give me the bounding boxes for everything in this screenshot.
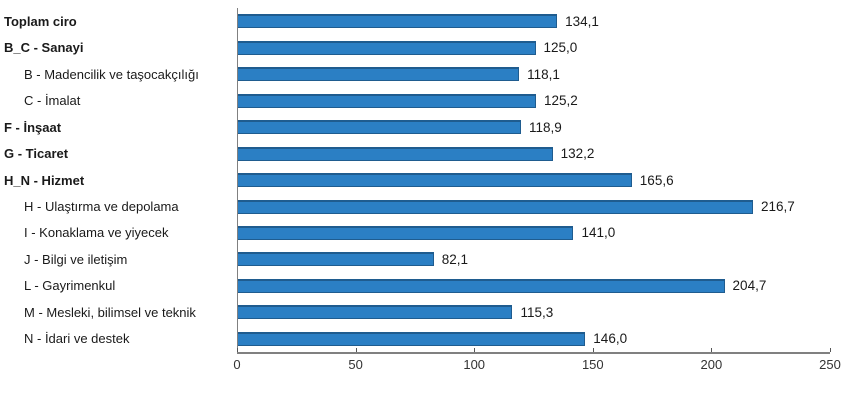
x-axis: 0 50 100 150 200 250 bbox=[233, 348, 841, 372]
x-axis-tick bbox=[711, 348, 713, 352]
bar-area: 125,2 bbox=[237, 87, 830, 113]
chart-row: M - Mesleki, bilimsel ve teknik 115,3 bbox=[0, 299, 830, 325]
category-label: F - İnşaat bbox=[4, 119, 62, 135]
bar bbox=[237, 173, 632, 188]
category-label: B - Madencilik ve taşocakçılığı bbox=[24, 66, 199, 82]
chart-row: B - Madencilik ve taşocakçılığı 118,1 bbox=[0, 61, 830, 87]
x-axis-tick bbox=[474, 348, 476, 352]
bar bbox=[237, 146, 553, 161]
bar bbox=[237, 305, 513, 320]
category-label: N - İdari ve destek bbox=[24, 331, 130, 347]
value-label: 125,0 bbox=[543, 40, 578, 56]
bar-area: 115,3 bbox=[237, 299, 830, 325]
bar-area: 216,7 bbox=[237, 193, 830, 219]
category-label: H_N - Hizmet bbox=[4, 172, 85, 188]
value-label: 125,2 bbox=[543, 93, 578, 109]
category-label: Toplam ciro bbox=[4, 13, 77, 29]
bar bbox=[237, 225, 574, 240]
x-axis-tick-label: 50 bbox=[348, 357, 363, 372]
x-axis-tick-label: 100 bbox=[463, 357, 486, 372]
x-axis-tick bbox=[830, 348, 831, 352]
chart-row: H_N - Hizmet 165,6 bbox=[0, 167, 830, 193]
x-axis-tick-label: 200 bbox=[700, 357, 723, 372]
chart-row: G - Ticaret 132,2 bbox=[0, 140, 830, 166]
value-label: 118,1 bbox=[527, 66, 560, 82]
value-label: 115,3 bbox=[520, 304, 554, 320]
value-label: 216,7 bbox=[761, 199, 795, 215]
category-label: C - İmalat bbox=[24, 93, 81, 109]
bar bbox=[237, 278, 725, 293]
bar-area: 118,9 bbox=[237, 114, 830, 140]
bar-area: 134,1 bbox=[237, 8, 830, 34]
bar bbox=[237, 14, 558, 29]
category-label: B_C - Sanayi bbox=[4, 40, 84, 56]
value-label: 82,1 bbox=[441, 251, 469, 267]
bar-area: 146,0 bbox=[237, 326, 830, 352]
chart-row: B_C - Sanayi 125,0 bbox=[0, 34, 830, 60]
value-label: 134,1 bbox=[565, 13, 599, 29]
bar bbox=[237, 40, 536, 55]
chart-rows: Toplam ciro 134,1 B_C - Sanayi 125,0 B - Mad… bbox=[0, 8, 830, 352]
bar bbox=[237, 252, 434, 267]
x-axis-tick-label: 150 bbox=[581, 357, 604, 372]
x-axis-tick bbox=[355, 348, 357, 352]
bar bbox=[237, 120, 522, 135]
category-label: J - Bilgi ve iletişim bbox=[24, 251, 128, 267]
x-axis-tick bbox=[237, 348, 238, 352]
x-axis-tick-label: 0 bbox=[233, 357, 241, 372]
bar-area: 165,6 bbox=[237, 167, 830, 193]
y-axis-line bbox=[237, 8, 238, 353]
chart-row: H - Ulaştırma ve depolama 216,7 bbox=[0, 193, 830, 219]
value-label: 165,6 bbox=[639, 172, 674, 188]
chart-row: J - Bilgi ve iletişim 82,1 bbox=[0, 246, 830, 272]
bar bbox=[237, 93, 536, 108]
value-label: 118,9 bbox=[529, 119, 562, 135]
chart-row: Toplam ciro 134,1 bbox=[0, 8, 830, 34]
value-label: 204,7 bbox=[732, 278, 767, 294]
category-label: L - Gayrimenkul bbox=[24, 278, 116, 294]
bar-area: 82,1 bbox=[237, 246, 830, 272]
value-label: 146,0 bbox=[593, 331, 628, 347]
category-label: M - Mesleki, bilimsel ve teknik bbox=[24, 304, 196, 320]
category-label: G - Ticaret bbox=[4, 146, 69, 162]
chart-row: I - Konaklama ve yiyecek 141,0 bbox=[0, 220, 830, 246]
value-label: 141,0 bbox=[581, 225, 616, 241]
category-label: H - Ulaştırma ve depolama bbox=[24, 199, 179, 215]
bar-area: 204,7 bbox=[237, 273, 830, 299]
chart-row: C - İmalat 125,2 bbox=[0, 87, 830, 113]
bar bbox=[237, 67, 520, 82]
bar-area: 118,1 bbox=[237, 61, 830, 87]
bar-area: 141,0 bbox=[237, 220, 830, 246]
x-axis-tick-label: 250 bbox=[819, 357, 841, 372]
bar-area: 125,0 bbox=[237, 34, 830, 60]
value-label: 132,2 bbox=[560, 146, 595, 162]
chart-row: N - İdari ve destek 146,0 bbox=[0, 326, 830, 352]
category-label: I - Konaklama ve yiyecek bbox=[24, 225, 169, 241]
bar bbox=[237, 199, 753, 214]
chart-row: L - Gayrimenkul 204,7 bbox=[0, 273, 830, 299]
bar-area: 132,2 bbox=[237, 140, 830, 166]
bar bbox=[237, 331, 586, 346]
x-axis-tick bbox=[592, 348, 594, 352]
chart-row: F - İnşaat 118,9 bbox=[0, 114, 830, 140]
